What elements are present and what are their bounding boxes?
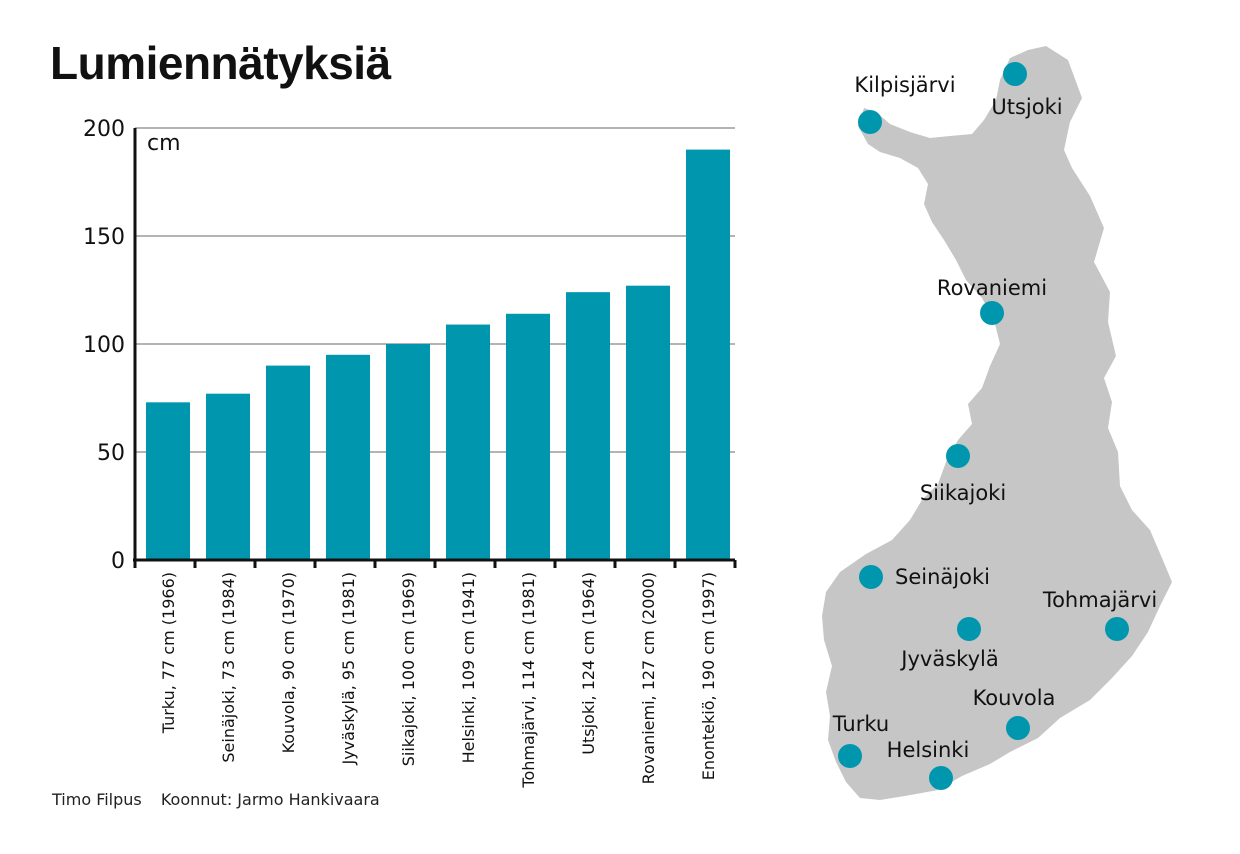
x-tick-label: Turku, 77 cm (1966) [159,572,178,734]
credits: Timo Filpus Koonnut: Jarmo Hankivaara [52,790,394,809]
map-marker [838,744,862,768]
x-tick-label: Helsinki, 109 cm (1941) [459,572,478,763]
x-tick-label: Seinäjoki, 73 cm (1984) [219,572,238,763]
y-tick-label: 100 [83,333,125,358]
map-marker [946,444,970,468]
map-marker [859,565,883,589]
map-place-label: Jyväskylä [899,647,998,671]
page-title: Lumiennätyksiä [50,37,391,89]
map-place-label: Kouvola [973,686,1056,710]
y-tick-label: 150 [83,225,125,250]
compiler-credit: Koonnut: Jarmo Hankivaara [160,790,380,809]
map-marker [929,766,953,790]
map-marker [980,301,1004,325]
map-place-label: Helsinki [887,738,970,762]
y-tick-label: 0 [111,549,125,574]
map-marker [957,617,981,641]
map-place-label: Kilpisjärvi [854,73,955,97]
bar [626,285,670,560]
photographer-credit: Timo Filpus [52,790,142,809]
bar [506,313,550,560]
bar-chart: 0 50 100 150 200 cm Turku, 77 cm (1966) Seinäjo… [83,117,737,789]
x-tick-label: Siikajoki, 100 cm (1969) [399,572,418,766]
bar [326,354,370,560]
x-tick-label: Utsjoki, 124 cm (1964) [579,572,598,755]
bar [686,149,730,560]
bar [566,292,610,560]
map-place-label: Tohmajärvi [1042,588,1157,612]
y-unit-label: cm [147,131,181,156]
map-marker [858,110,882,134]
map-place-label: Turku [832,712,889,736]
bar [386,344,430,560]
map-marker [1105,617,1129,641]
y-tick-label: 200 [83,117,125,142]
x-tick-label: Jyväskylä, 95 cm (1981) [339,572,358,766]
bar [206,393,250,560]
x-tick-label: Kouvola, 90 cm (1970) [279,572,298,753]
map-place-label: Rovaniemi [937,276,1047,300]
x-tick-label: Tohmajärvi, 114 cm (1981) [519,572,538,789]
y-tick-label: 50 [97,441,125,466]
x-tick-label: Rovaniemi, 127 cm (2000) [639,572,658,784]
map-place-label: Siikajoki [920,481,1006,505]
x-tick-label: Enontekiö, 190 cm (1997) [699,572,718,780]
map-place-label: Utsjoki [991,95,1062,119]
bar [266,365,310,560]
bar [146,402,190,560]
map-place-label: Seinäjoki [895,565,990,589]
bar [446,324,490,560]
map-marker [1006,716,1030,740]
finland-outline [822,46,1172,800]
map-marker [1003,62,1027,86]
